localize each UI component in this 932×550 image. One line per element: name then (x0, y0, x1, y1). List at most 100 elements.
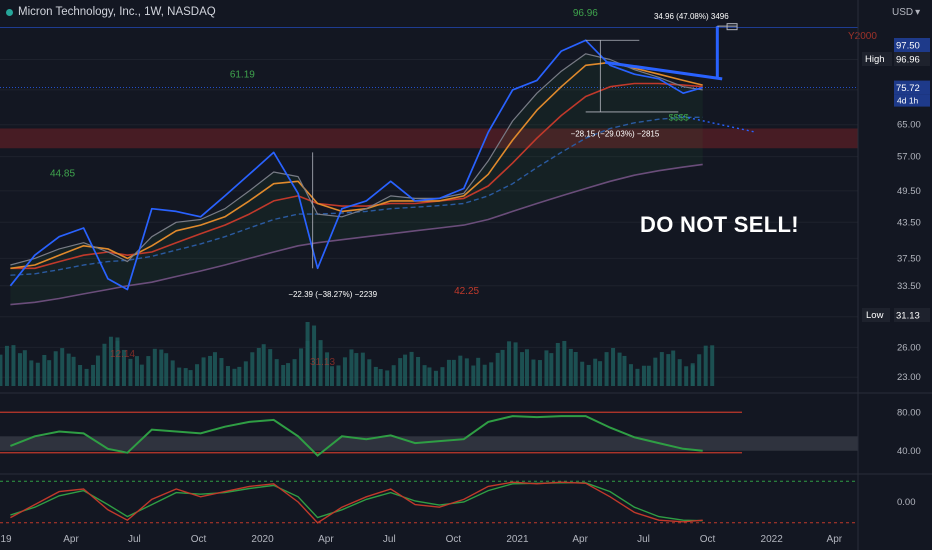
volume-bar (42, 354, 47, 386)
volume-bar (476, 357, 481, 386)
volume-bar (373, 366, 378, 386)
volume-bar (212, 352, 217, 386)
low-tag-bg (862, 308, 890, 322)
volume-bar (573, 351, 578, 386)
volume-bar (318, 340, 323, 386)
current-price-badge-bg (894, 80, 930, 95)
stoch-zero-tick: 0.00 (897, 497, 916, 508)
market-status-icon (6, 8, 13, 16)
volume-bar (336, 365, 341, 386)
chevron-down-icon: ▾ (915, 7, 921, 18)
rsi-upper-tick: 80.00 (897, 407, 921, 418)
volume-bar (482, 364, 487, 386)
target-flag-icon (726, 23, 738, 31)
volume-bar (580, 361, 585, 386)
volume-bar (549, 353, 554, 386)
volume-bar (22, 350, 27, 386)
volume-bar (47, 360, 52, 386)
volume-bar (84, 368, 89, 386)
measure-drop-2021-label: −28.15 (−29.03%) −2815 (571, 129, 660, 138)
x-tick-label: Apr (318, 534, 334, 545)
stoch-k-line (10, 481, 703, 524)
price-line (9, 39, 703, 291)
x-tick-label: Jul (128, 534, 141, 545)
symbol-title: Micron Technology, Inc., 1W, NASDAQ (18, 6, 216, 18)
volume-low-mid-label: 31.13 (310, 357, 335, 368)
y-tick-label: 65.00 (897, 120, 921, 131)
volume-bar (635, 368, 640, 386)
volume-bar (53, 351, 58, 386)
volume-bar (622, 355, 627, 386)
volume-bar (646, 365, 651, 386)
volume-bar (29, 360, 34, 386)
volume-bar (451, 359, 456, 386)
x-tick-label: Oct (700, 534, 716, 545)
current-price-badge: 75.72 (896, 83, 920, 94)
volume-bar (11, 345, 16, 386)
sma-fast-line (10, 53, 703, 266)
volume-bar (146, 356, 151, 386)
volume-bar (134, 356, 139, 386)
volume-bar (458, 355, 463, 386)
volume-bar (604, 352, 609, 386)
volume-bar (159, 349, 164, 386)
volume-bar (531, 359, 536, 386)
sma-mid-line (10, 61, 703, 270)
volume-bar (66, 353, 71, 386)
high-tag-bg (862, 52, 892, 66)
support-dotted-line (678, 114, 757, 133)
volume-bar (219, 358, 224, 386)
volume-bar (256, 348, 261, 386)
faded-label: Y2000 (848, 31, 877, 42)
descending-trend-line (604, 60, 723, 81)
volume-bar (268, 349, 273, 386)
volume-bar (183, 368, 188, 386)
volume-bar (520, 352, 525, 386)
x-tick-label: 2022 (761, 534, 784, 545)
volume-bar (139, 364, 144, 386)
volume-bar (232, 368, 237, 386)
volume-bar (35, 362, 40, 386)
x-tick-label: Apr (827, 534, 843, 545)
x-tick-label: Jul (637, 534, 650, 545)
volume-bar (427, 367, 432, 386)
volume-bar (286, 363, 291, 386)
low-price-badge: 31.13 (896, 311, 920, 322)
x-tick-label: Oct (191, 534, 207, 545)
volume-bar (593, 358, 598, 386)
volume-bar (562, 340, 567, 386)
volume-bar (555, 342, 560, 386)
chart-title-bar: Micron Technology, Inc., 1W, NASDAQ (6, 6, 216, 18)
volume-bar (489, 362, 494, 386)
volume-bar (697, 354, 702, 386)
volume-bar (422, 365, 427, 386)
volume-bar (349, 349, 354, 386)
volume-bar (398, 358, 403, 386)
volume-bar (628, 364, 633, 386)
volume-bar (225, 366, 230, 386)
x-tick-label: Jul (383, 534, 396, 545)
low-price-badge-bg (894, 308, 930, 322)
volume-bar (544, 350, 549, 386)
rsi-band (0, 436, 858, 451)
volume-bar (464, 358, 469, 386)
volume-bar (305, 321, 310, 386)
volume-bar (507, 341, 512, 386)
volume-bar (671, 350, 676, 386)
volume-bar (433, 370, 438, 386)
volume-bar (128, 358, 133, 386)
volume-bar (115, 337, 120, 386)
volume-bar (385, 370, 390, 386)
volume-bar (71, 356, 76, 386)
x-tick-label: 2020 (251, 534, 274, 545)
volume-bar (677, 359, 682, 386)
volume-bar (152, 348, 157, 386)
currency-selector[interactable]: USD ▾ (892, 7, 920, 18)
countdown-label: 4d 1h (897, 96, 919, 106)
volume-bar (354, 353, 359, 386)
high-tag-label: High (865, 54, 885, 65)
volume-bar (243, 361, 248, 386)
x-tick-label: Oct (446, 534, 462, 545)
